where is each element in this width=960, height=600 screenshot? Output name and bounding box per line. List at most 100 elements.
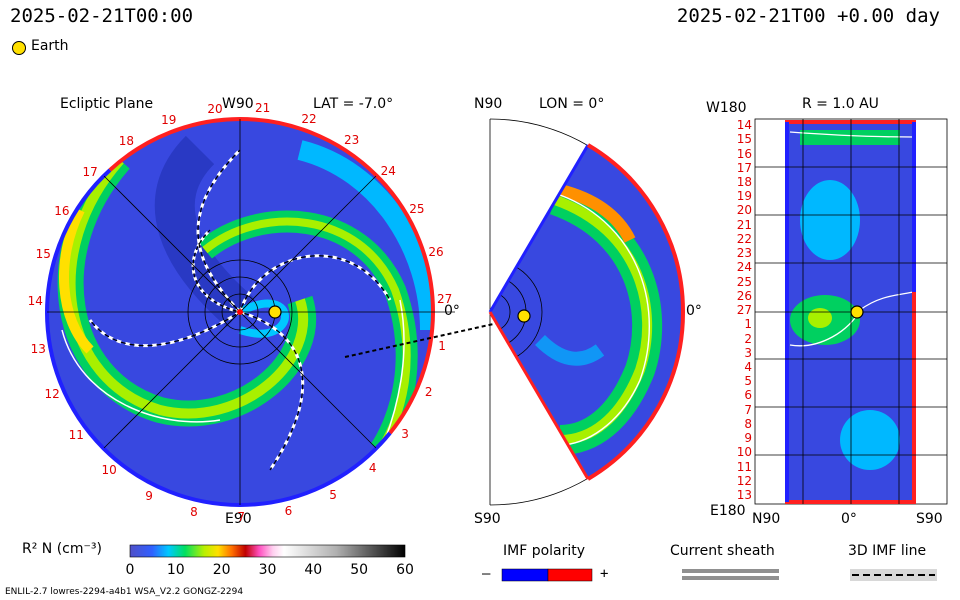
synoptic-bottom-left-label: E180 bbox=[710, 503, 746, 519]
synoptic-row-label: 3 bbox=[744, 345, 752, 360]
synoptic-row-label: 20 bbox=[736, 203, 752, 218]
ring-number: 19 bbox=[161, 112, 177, 127]
synoptic-row-label: 11 bbox=[736, 459, 752, 474]
ring-number: 24 bbox=[380, 163, 396, 178]
ring-number: 13 bbox=[30, 341, 46, 356]
synoptic-row-label: 23 bbox=[736, 246, 752, 261]
synoptic-plot bbox=[754, 118, 948, 505]
colorbar-tick-label: 10 bbox=[166, 562, 185, 578]
ecliptic-bottom-label: E90 bbox=[225, 511, 252, 527]
synoptic-row-label: 1 bbox=[744, 317, 752, 332]
colorbar-tick-label: 40 bbox=[304, 562, 323, 578]
colorbar-tick-label: 20 bbox=[212, 562, 231, 578]
current-sheath-title: Current sheath bbox=[670, 543, 775, 559]
ecliptic-title: Ecliptic Plane bbox=[60, 96, 154, 112]
synoptic-row-label: 7 bbox=[744, 402, 752, 417]
timestamp-right: 2025-02-21T00 +0.00 day bbox=[676, 5, 940, 27]
ring-number: 9 bbox=[145, 488, 153, 503]
earth-legend-label: Earth bbox=[31, 38, 69, 54]
ring-number: 25 bbox=[409, 201, 425, 216]
synoptic-row-label: 17 bbox=[736, 160, 752, 175]
synoptic-row-label: 16 bbox=[736, 146, 752, 161]
synoptic-x-label-1: 0° bbox=[841, 511, 857, 527]
ring-number: 2 bbox=[424, 385, 433, 400]
ring-number: 18 bbox=[118, 134, 135, 149]
ring-number: 1 bbox=[438, 339, 446, 354]
synoptic-row-label: 25 bbox=[736, 274, 752, 289]
ring-number: 11 bbox=[68, 428, 84, 443]
synoptic-row-label: 6 bbox=[744, 388, 752, 403]
ring-number: 21 bbox=[254, 101, 271, 116]
synoptic-row-label: 15 bbox=[736, 132, 752, 147]
synoptic-row-label: 22 bbox=[736, 231, 752, 246]
colorbar-gradient bbox=[129, 544, 406, 558]
timestamp-left: 2025-02-21T00:00 bbox=[10, 5, 194, 27]
imf-line-title: 3D IMF line bbox=[848, 543, 927, 559]
ring-number: 16 bbox=[54, 203, 70, 218]
synoptic-row-label: 9 bbox=[744, 431, 752, 446]
imf-positive-swatch bbox=[547, 568, 593, 582]
synoptic-x-label-0: N90 bbox=[752, 511, 781, 527]
colorbar-tick-label: 60 bbox=[396, 562, 414, 578]
earth-marker-icon bbox=[12, 41, 26, 55]
synoptic-x-label-2: S90 bbox=[916, 511, 943, 527]
colorbar-tick-label: 30 bbox=[258, 562, 277, 578]
colorbar-tick-label: 50 bbox=[350, 562, 369, 578]
ring-number: 8 bbox=[190, 504, 198, 519]
ring-number: 6 bbox=[284, 504, 293, 519]
imf-polarity-minus: – bbox=[482, 566, 491, 582]
synoptic-row-label: 26 bbox=[736, 288, 752, 303]
meridional-plot bbox=[488, 118, 686, 506]
synoptic-row-label: 8 bbox=[744, 416, 752, 431]
synoptic-row-label: 27 bbox=[736, 303, 752, 317]
imf-line-swatch bbox=[850, 569, 937, 581]
imf-link-line bbox=[344, 316, 526, 358]
ring-number: 3 bbox=[401, 426, 409, 441]
ring-number: 17 bbox=[82, 165, 98, 180]
ring-number: 22 bbox=[301, 112, 317, 126]
meridional-lon-label: LON = 0° bbox=[539, 96, 605, 112]
synoptic-row-label: 13 bbox=[736, 488, 752, 502]
ecliptic-lat-label: LAT = -7.0° bbox=[313, 96, 394, 112]
ring-number: 12 bbox=[44, 387, 60, 402]
ring-number: 27 bbox=[436, 291, 453, 306]
ecliptic-right-label: 0° bbox=[444, 303, 460, 319]
synoptic-row-label: 19 bbox=[736, 189, 752, 204]
ring-number: 5 bbox=[329, 487, 337, 502]
colorbar-tick-label: 0 bbox=[125, 562, 135, 578]
earth-position-synoptic bbox=[850, 305, 864, 319]
ring-number: 14 bbox=[27, 294, 43, 309]
synoptic-row-label: 10 bbox=[736, 445, 752, 460]
synoptic-row-label: 5 bbox=[744, 374, 752, 389]
ring-number: 4 bbox=[368, 461, 377, 476]
synoptic-row-label: 18 bbox=[736, 174, 752, 189]
ring-number: 20 bbox=[207, 101, 223, 116]
ring-number: 10 bbox=[101, 462, 117, 477]
synoptic-row-label: 24 bbox=[736, 260, 752, 275]
synoptic-row-label: 2 bbox=[744, 331, 752, 346]
current-sheath-swatch-top bbox=[682, 569, 779, 573]
model-footer: ENLIL-2.7 lowres-2294-a4b1 WSA_V2.2 GONG… bbox=[5, 587, 244, 597]
earth-position-meridional bbox=[517, 309, 531, 323]
current-sheath-swatch-bottom bbox=[682, 576, 779, 580]
ring-number: 23 bbox=[344, 133, 360, 148]
ecliptic-plane-plot bbox=[44, 117, 455, 508]
earth-position-ecliptic bbox=[268, 305, 282, 319]
ring-number: 7 bbox=[237, 510, 246, 524]
colorbar-label: R² N (cm⁻³) bbox=[22, 541, 102, 557]
synoptic-row-label: 14 bbox=[736, 118, 752, 132]
synoptic-row-label: 12 bbox=[736, 473, 752, 488]
synoptic-row-label: 21 bbox=[736, 217, 752, 232]
sun-marker bbox=[237, 309, 243, 315]
synoptic-row-label: 4 bbox=[744, 359, 752, 374]
imf-negative-swatch bbox=[501, 568, 549, 582]
ecliptic-top-label: W90 bbox=[222, 96, 254, 112]
synoptic-title: R = 1.0 AU bbox=[802, 96, 879, 112]
synoptic-top-left-label: W180 bbox=[706, 100, 747, 116]
meridional-bottom-label: S90 bbox=[474, 511, 501, 527]
meridional-right-label: 0° bbox=[686, 303, 702, 319]
meridional-top-label: N90 bbox=[474, 96, 503, 112]
imf-polarity-plus: + bbox=[600, 566, 609, 582]
ring-number: 26 bbox=[428, 245, 444, 260]
